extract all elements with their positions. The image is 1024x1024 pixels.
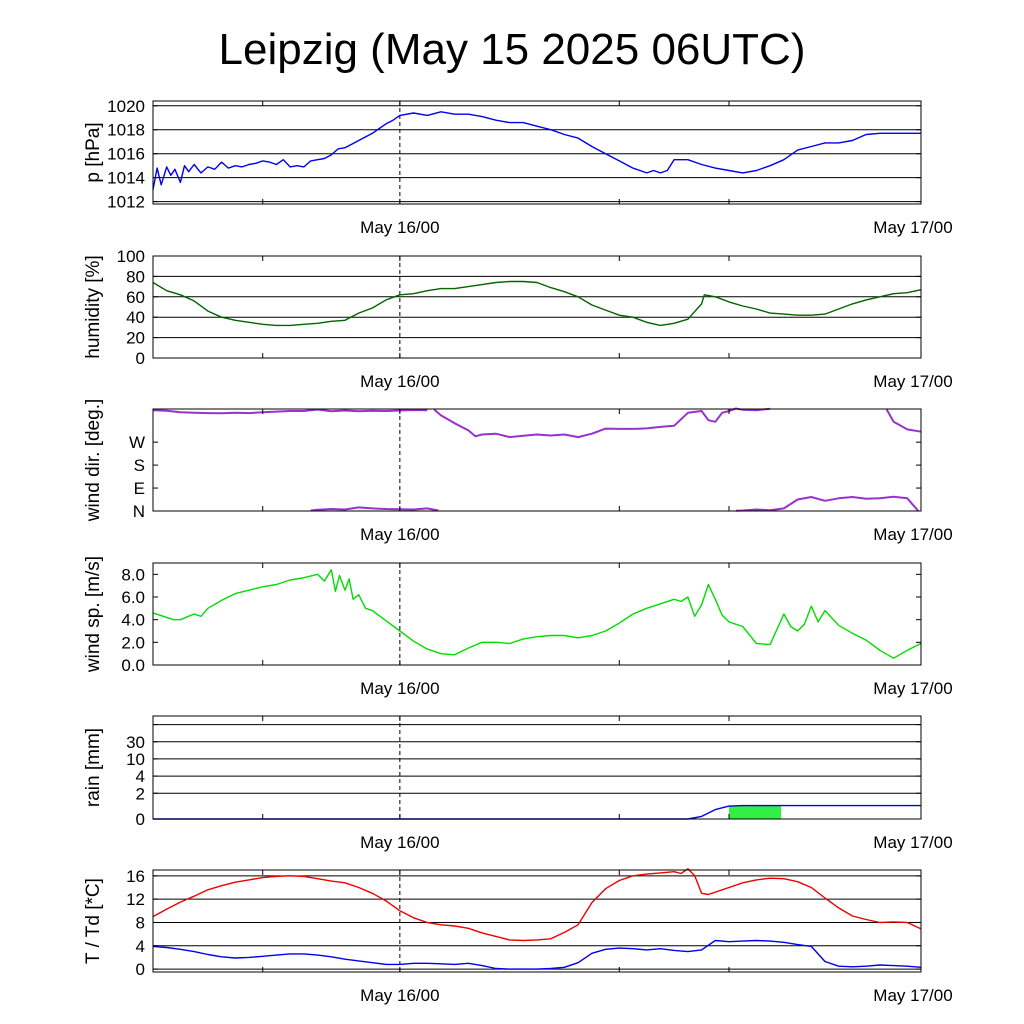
- series-line-0-3: [735, 495, 920, 512]
- plot-frame: [152, 562, 922, 666]
- series-line-0: [153, 804, 921, 820]
- series-line-0-4: [885, 409, 922, 433]
- series-line-0: [152, 111, 921, 190]
- series-line-0: [152, 280, 922, 327]
- y-axis-label: T / Td [*C]: [83, 878, 104, 964]
- x-tick-label: May 17/00: [873, 525, 952, 544]
- series-line-1: [152, 939, 922, 970]
- plot-frame: [152, 869, 922, 973]
- plot-frame: [152, 715, 922, 820]
- y-tick-label: 12: [126, 890, 145, 909]
- x-tick-label: May 17/00: [873, 679, 952, 698]
- panel-pressure: 1012 1014 1016 1018 1020 May 16/00 May 17/00 p …: [83, 97, 953, 237]
- y-tick-label: 0: [136, 810, 145, 829]
- y-axis-label: wind sp. [m/s]: [83, 556, 104, 673]
- x-tick-label: May 17/00: [873, 372, 952, 391]
- y-tick-label: 30: [126, 733, 145, 752]
- y-tick-label: 10: [126, 750, 145, 769]
- plot-frame: [152, 408, 922, 512]
- x-tick-label: May 16/00: [360, 679, 439, 698]
- y-tick-label: 80: [126, 267, 145, 286]
- series-line-0: [152, 868, 922, 942]
- y-tick-label: 100: [117, 247, 145, 266]
- x-tick-label: May 17/00: [873, 986, 952, 1005]
- y-tick-label: W: [129, 433, 145, 452]
- y-tick-label: 20: [126, 329, 145, 348]
- y-tick-label: 6.0: [121, 588, 145, 607]
- series-line-0-1: [310, 506, 439, 512]
- y-tick-label: 2: [136, 784, 145, 803]
- y-tick-label: 40: [126, 308, 145, 327]
- chart-title: Leipzig (May 15 2025 06UTC): [218, 25, 806, 74]
- y-tick-label: S: [134, 456, 145, 475]
- rain-bar: [729, 805, 782, 819]
- panel-temperature: 0 4 8 12 16 May 16/00 May 17/00 T / Td [*C]: [83, 867, 953, 1005]
- y-tick-label: 1016: [107, 145, 145, 164]
- x-tick-label: May 16/00: [360, 833, 439, 852]
- y-tick-label: 0: [136, 349, 145, 368]
- y-tick-label: 0.0: [121, 656, 145, 675]
- y-tick-label: 0: [136, 960, 145, 979]
- x-tick-label: May 17/00: [873, 218, 952, 237]
- x-tick-label: May 16/00: [360, 986, 439, 1005]
- y-tick-label: N: [133, 502, 145, 521]
- x-tick-label: May 16/00: [360, 372, 439, 391]
- y-tick-label: 1014: [107, 169, 145, 188]
- y-axis-label: p [hPa]: [83, 122, 104, 182]
- series-line-0-2: [433, 407, 771, 439]
- series-line-0: [152, 569, 922, 659]
- plot-frame: [152, 100, 922, 205]
- plot-frame: [152, 255, 922, 359]
- y-axis-label: humidity [%]: [83, 255, 104, 358]
- y-tick-label: 1018: [107, 121, 145, 140]
- series-line-0-0: [152, 408, 428, 415]
- y-tick-label: 1020: [107, 97, 145, 116]
- y-tick-label: 1012: [107, 193, 145, 212]
- y-tick-label: 60: [126, 288, 145, 307]
- x-tick-label: May 16/00: [360, 218, 439, 237]
- y-axis-label: wind dir. [deg.]: [83, 399, 104, 523]
- x-tick-label: May 16/00: [360, 525, 439, 544]
- y-tick-label: E: [134, 479, 145, 498]
- y-tick-label: 8: [136, 913, 145, 932]
- y-tick-label: 2.0: [121, 633, 145, 652]
- y-tick-label: 4: [136, 767, 145, 786]
- x-tick-label: May 17/00: [873, 833, 952, 852]
- panel-wind-speed: 0.0 2.0 4.0 6.0 8.0 May 16/00 May 17/00 wind sp…: [83, 556, 953, 698]
- y-tick-label: 16: [126, 867, 145, 886]
- y-tick-label: 4: [136, 937, 145, 956]
- y-tick-label: 4.0: [121, 611, 145, 630]
- y-tick-label: 8.0: [121, 565, 145, 584]
- y-axis-label: rain [mm]: [83, 728, 104, 807]
